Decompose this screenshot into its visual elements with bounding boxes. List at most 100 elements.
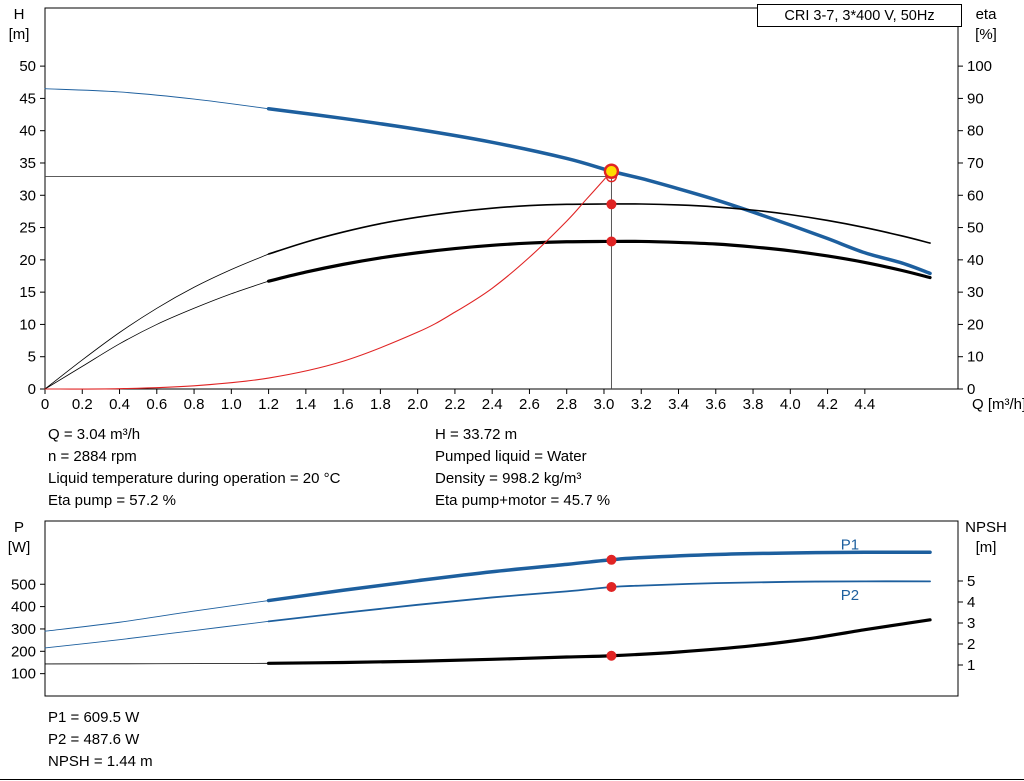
readout-eta-pump: Eta pump = 57.2 % bbox=[48, 492, 176, 509]
svg-text:Q [m³/h]: Q [m³/h] bbox=[972, 396, 1024, 413]
series-p2-lead[interactable] bbox=[44, 620, 270, 649]
series-pump-curve-lead[interactable] bbox=[44, 88, 270, 110]
svg-text:2.0: 2.0 bbox=[407, 396, 428, 413]
svg-text:400: 400 bbox=[11, 599, 36, 616]
plot-frame bbox=[44, 7, 959, 390]
svg-text:3.0: 3.0 bbox=[594, 396, 615, 413]
readout-flow: Q = 3.04 m³/h bbox=[48, 426, 141, 443]
plot-frame bbox=[44, 520, 959, 697]
svg-text:P: P bbox=[14, 519, 24, 536]
series-npsh-curve[interactable] bbox=[266, 618, 932, 665]
svg-text:70: 70 bbox=[967, 155, 984, 172]
eta-pump-point-marker bbox=[606, 199, 617, 210]
pump-title: CRI 3-7, 3*400 V, 50Hz bbox=[784, 7, 935, 24]
svg-text:5: 5 bbox=[28, 349, 36, 366]
page-bottom-rule bbox=[0, 779, 1024, 780]
svg-text:100: 100 bbox=[11, 666, 36, 683]
svg-text:4.2: 4.2 bbox=[817, 396, 838, 413]
series-eta-pump[interactable] bbox=[267, 203, 931, 255]
svg-text:eta: eta bbox=[976, 6, 998, 23]
svg-text:0: 0 bbox=[41, 396, 49, 413]
svg-text:40: 40 bbox=[19, 123, 36, 140]
svg-text:H: H bbox=[14, 6, 25, 23]
hq-chart-series bbox=[44, 88, 932, 390]
svg-text:[W]: [W] bbox=[8, 539, 31, 556]
svg-text:4.0: 4.0 bbox=[780, 396, 801, 413]
svg-text:300: 300 bbox=[11, 621, 36, 638]
svg-text:2.4: 2.4 bbox=[482, 396, 503, 413]
svg-text:2.6: 2.6 bbox=[519, 396, 540, 413]
p1-point-marker bbox=[606, 554, 617, 565]
readout-liquid-temperature: Liquid temperature during operation = 20… bbox=[48, 470, 341, 487]
svg-text:50: 50 bbox=[967, 220, 984, 237]
svg-text:90: 90 bbox=[967, 90, 984, 107]
readout-p1: P1 = 609.5 W bbox=[48, 709, 140, 726]
svg-text:3.4: 3.4 bbox=[668, 396, 689, 413]
hq-chart-markers bbox=[603, 163, 620, 247]
readout-eta-pump-motor: Eta pump+motor = 45.7 % bbox=[435, 492, 611, 509]
series-eta-pump-lead[interactable] bbox=[44, 253, 269, 390]
svg-text:2.2: 2.2 bbox=[444, 396, 465, 413]
series-npsh-lead[interactable] bbox=[44, 662, 269, 665]
series-p1-lead[interactable] bbox=[44, 600, 270, 632]
svg-text:60: 60 bbox=[967, 187, 984, 204]
power-npsh-chart-series: P1 P2 bbox=[44, 536, 932, 665]
series-pump-curve[interactable] bbox=[266, 106, 932, 276]
readout-head: H = 33.72 m bbox=[435, 426, 518, 443]
readout-speed: n = 2884 rpm bbox=[48, 448, 137, 465]
readout-p2: P2 = 487.6 W bbox=[48, 731, 140, 748]
power-readout-column: P1 = 609.5 W P2 = 487.6 W NPSH = 1.44 m bbox=[48, 707, 153, 773]
svg-text:30: 30 bbox=[19, 187, 36, 204]
power-npsh-chart-axes: 100 200 300 400 500 1 2 3 4 5 P [W] NPSH [m] bbox=[8, 519, 1007, 697]
svg-text:500: 500 bbox=[11, 576, 36, 593]
svg-text:NPSH: NPSH bbox=[965, 519, 1007, 536]
svg-text:0.4: 0.4 bbox=[109, 396, 130, 413]
svg-text:0: 0 bbox=[28, 381, 36, 398]
svg-text:1.2: 1.2 bbox=[258, 396, 279, 413]
svg-text:2.8: 2.8 bbox=[556, 396, 577, 413]
eta-total-point-marker bbox=[606, 236, 617, 247]
svg-text:20: 20 bbox=[19, 252, 36, 269]
hq-chart-guides bbox=[45, 171, 612, 389]
svg-text:0.8: 0.8 bbox=[184, 396, 205, 413]
p2-label: P2 bbox=[841, 587, 859, 604]
p2-point-marker bbox=[606, 582, 617, 593]
hq-chart-axes: 0 5 10 15 20 25 30 35 40 45 50 0 10 20 30 40 50 60 70 80 90 1… bbox=[9, 6, 1024, 413]
svg-text:35: 35 bbox=[19, 155, 36, 172]
svg-text:3: 3 bbox=[967, 615, 975, 632]
svg-text:4: 4 bbox=[967, 594, 975, 611]
svg-text:10: 10 bbox=[19, 316, 36, 333]
readout-density: Density = 998.2 kg/m³ bbox=[435, 470, 582, 487]
readout-pumped-liquid: Pumped liquid = Water bbox=[435, 448, 587, 465]
series-eta-total-lead[interactable] bbox=[44, 280, 269, 390]
p1-label: P1 bbox=[841, 536, 859, 553]
duty-readout-right-column: H = 33.72 m Pumped liquid = Water Densit… bbox=[435, 424, 610, 512]
npsh-point-marker bbox=[606, 650, 617, 661]
svg-text:2: 2 bbox=[967, 636, 975, 653]
svg-text:[%]: [%] bbox=[975, 26, 997, 43]
svg-text:[m]: [m] bbox=[976, 539, 997, 556]
series-p1-curve[interactable] bbox=[266, 550, 932, 603]
svg-text:100: 100 bbox=[967, 58, 992, 75]
svg-text:50: 50 bbox=[19, 58, 36, 75]
svg-text:30: 30 bbox=[967, 284, 984, 301]
svg-text:1.8: 1.8 bbox=[370, 396, 391, 413]
svg-text:20: 20 bbox=[967, 316, 984, 333]
svg-text:80: 80 bbox=[967, 123, 984, 140]
svg-text:45: 45 bbox=[19, 90, 36, 107]
svg-text:200: 200 bbox=[11, 643, 36, 660]
svg-text:3.6: 3.6 bbox=[705, 396, 726, 413]
svg-text:5: 5 bbox=[967, 573, 975, 590]
pump-title-box: CRI 3-7, 3*400 V, 50Hz bbox=[757, 4, 962, 27]
svg-text:3.8: 3.8 bbox=[743, 396, 764, 413]
series-eta-total[interactable] bbox=[266, 239, 932, 283]
svg-text:0: 0 bbox=[967, 381, 975, 398]
svg-text:25: 25 bbox=[19, 220, 36, 237]
power-npsh-chart-markers bbox=[606, 554, 617, 661]
svg-text:[m]: [m] bbox=[9, 26, 30, 43]
series-system-curve[interactable] bbox=[44, 170, 612, 390]
svg-text:3.2: 3.2 bbox=[631, 396, 652, 413]
svg-text:10: 10 bbox=[967, 349, 984, 366]
duty-point-marker[interactable] bbox=[603, 163, 620, 179]
